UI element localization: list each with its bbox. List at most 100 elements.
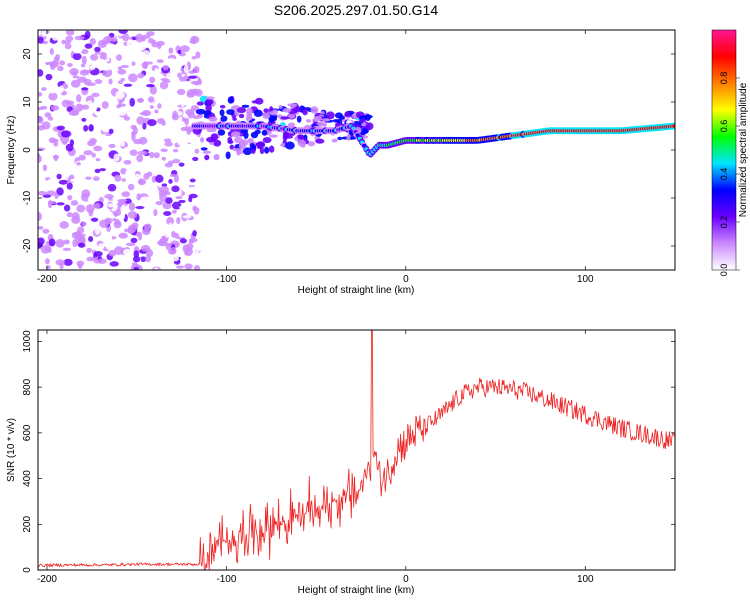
heatmap-cell [89,65,96,70]
heatmap-cell [38,225,44,230]
heatmap-cell [63,258,73,266]
colorbar-tick-label: 0.4 [719,168,729,181]
heatmap-cell [86,82,96,87]
snr-y-ticks: 0 200 400 600 800 1000 [22,330,675,573]
heatmap-cell [183,223,191,230]
heatmap-cell [131,113,138,118]
heatmap-cell [154,68,159,76]
heatmap-cell [70,200,79,206]
heatmap-cell [346,120,352,124]
heatmap-cell [117,199,128,203]
heatmap-cell [175,195,183,200]
colorbar-tick-label: 0.0 [719,264,729,277]
heatmap-cell [234,136,243,144]
heatmap-cell [118,30,128,34]
heatmap-cell [110,236,117,240]
heatmap-cell [41,30,47,37]
heatmap-cell [171,255,180,262]
colorbar-tick-label: 0.8 [719,72,729,85]
heatmap-cell [129,97,136,107]
heatmap-cell [205,96,215,100]
heatmap-cell [350,136,357,140]
snr-x-ticks: -200 -100 0 100 [37,330,594,585]
heatmap-cell [338,115,345,120]
heatmap-cell [182,215,192,219]
heatmap-cell [205,104,212,112]
heatmap-cell [195,108,206,115]
heatmap-cell [50,105,60,111]
heatmap-cell [49,48,54,55]
heatmap-cell [83,124,89,132]
heatmap-cell [95,157,101,162]
heatmap-cell [49,60,60,68]
heatmap-cell [145,254,152,263]
heatmap-cell [110,112,115,122]
heatmap-cell [277,130,284,139]
heatmap-cell [107,203,115,208]
heatmap-cell [213,139,222,147]
heatmap-cell [90,217,99,222]
y-tick-label: 0 [22,567,33,573]
heatmap-cell [261,129,268,136]
heatmap-cell [178,162,185,167]
heatmap-cell [217,129,226,136]
heatmap-cell [161,104,169,109]
y-tick-label: 1000 [22,330,33,353]
heatmap-cell [280,142,286,147]
heatmap-cell [177,141,187,146]
heatmap-cell [42,80,49,85]
heatmap-cell [38,143,42,147]
heatmap-cell [284,130,289,139]
heatmap-cell [205,98,214,106]
y-tick-label: 10 [22,96,33,108]
heatmap-cell [332,119,340,123]
heatmap-cell [219,109,225,117]
heatmap-cell [153,152,160,159]
heatmap-cell [128,73,138,83]
y-tick-label: -10 [22,190,33,205]
heatmap-cell [102,68,113,78]
heatmap-cell [120,263,127,270]
heatmap-cell [79,251,87,257]
heatmap-cell [48,88,58,94]
heatmap-cell [155,174,164,183]
heatmap-cell [71,212,80,221]
heatmap-cell [185,109,195,116]
heatmap-cell [187,136,195,143]
heatmap-cell [184,263,193,270]
heatmap-cell [51,138,59,143]
heatmap-cell [163,138,172,143]
heatmap-y-ticks: -20 -10 0 10 20 [22,48,675,253]
heatmap-cell [176,216,181,225]
heatmap-cell [189,178,196,183]
heatmap-cell [38,92,43,97]
heatmap-cell [137,78,146,87]
heatmap-cell [193,66,200,74]
heatmap-cell [93,202,101,209]
heatmap-cell [255,97,264,105]
heatmap-cell [191,56,197,60]
heatmap-cell [54,50,65,55]
y-tick-label: 20 [22,48,33,60]
heatmap-cell [123,228,133,233]
heatmap-cell [106,43,115,47]
heatmap-cell [264,146,270,154]
heatmap-cell [142,34,151,39]
heatmap-cell [268,134,278,138]
heatmap-cell [297,139,307,147]
heatmap-cell [93,251,103,257]
heatmap-cell [186,128,191,135]
heatmap-cell [38,237,45,246]
heatmap-cell [171,209,177,214]
heatmap-cell [192,205,197,211]
colorbar-gradient [712,30,736,270]
heatmap-cell [38,107,44,111]
heatmap-cell [101,126,109,133]
heatmap-cell [113,98,119,106]
heatmap-cell [213,153,220,161]
heatmap-cell [160,148,168,153]
heatmap-cell [195,51,201,59]
heatmap-cell [58,179,68,185]
heatmap-cell [157,103,162,109]
